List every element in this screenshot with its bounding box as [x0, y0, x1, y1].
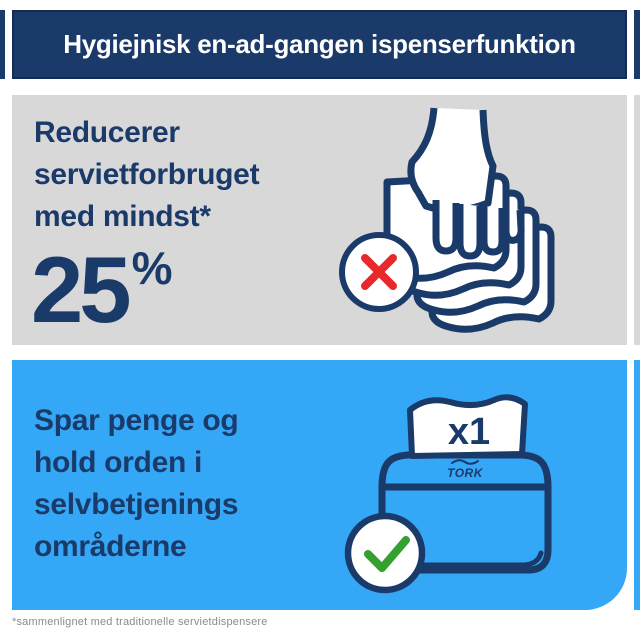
reduce-line-2: servietforbruget [34, 158, 260, 191]
save-line-2: hold orden i [34, 446, 203, 479]
stat-percent-sign: % [131, 242, 173, 294]
stat-value: 25 [31, 237, 132, 342]
reduce-line-1: Reducerer [34, 116, 180, 149]
hand-taking-napkins-illustration [339, 107, 555, 333]
reduce-usage-panel: Reducerer servietforbruget med mindst* 2… [12, 95, 627, 345]
save-line-4: områderne [34, 530, 187, 563]
x-mark-icon [339, 232, 419, 312]
reduce-usage-text: Reducerer servietforbruget med mindst* [34, 112, 260, 238]
footnote: *sammenlignet med traditionelle servietd… [12, 616, 268, 628]
save-money-panel: Spar penge og hold orden i selvbetjening… [12, 360, 627, 610]
tork-logo: TORK [447, 459, 484, 480]
carousel-prev-edge [0, 10, 5, 79]
reduction-stat: 25 % [31, 243, 172, 337]
napkin-count-label: x1 [448, 411, 490, 453]
reduce-line-3: med mindst* [34, 200, 211, 233]
hand-icon [407, 107, 525, 260]
page-title: Hygiejnisk en-ad-gangen ispenserfunktion [63, 29, 576, 59]
napkin-x1-icon: x1 [407, 394, 528, 459]
save-line-3: selvbetjenings [34, 488, 239, 521]
header-banner: Hygiejnisk en-ad-gangen ispenserfunktion [12, 10, 627, 79]
carousel-next-edge-gray [634, 95, 640, 345]
save-line-1: Spar penge og [34, 404, 239, 437]
tork-logo-text: TORK [447, 466, 484, 480]
carousel-next-edge-navy [634, 10, 640, 79]
carousel-next-edge-blue [634, 360, 640, 610]
napkin-dispenser-illustration: TORK x1 [344, 394, 552, 594]
save-money-text: Spar penge og hold orden i selvbetjening… [34, 400, 239, 568]
check-mark-icon [344, 512, 426, 594]
